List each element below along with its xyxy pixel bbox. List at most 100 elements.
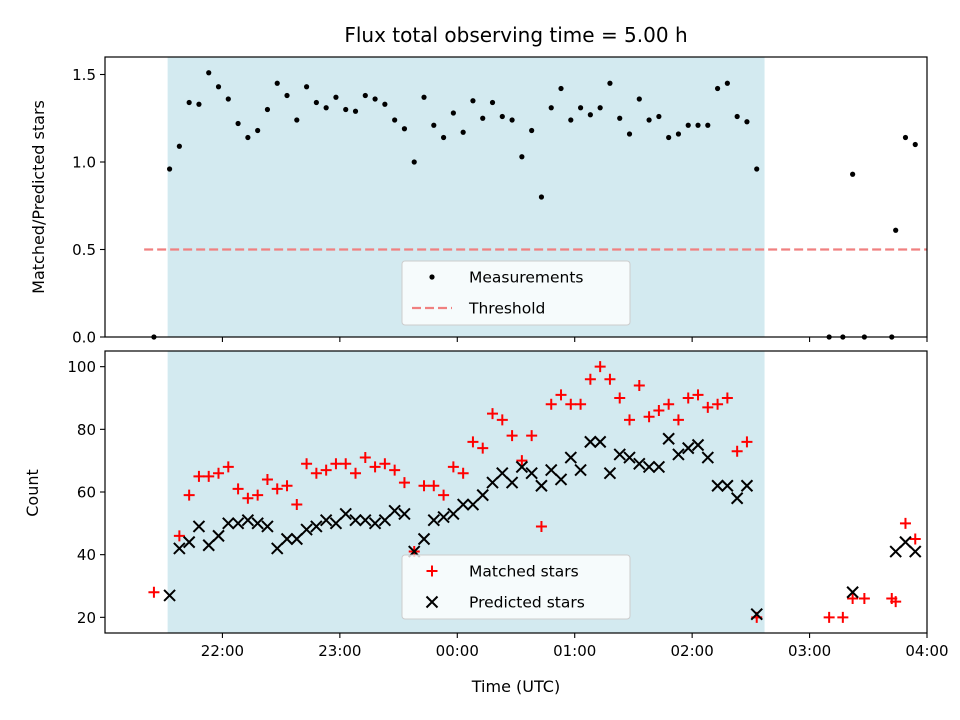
predicted-stars-point	[642, 460, 656, 474]
matched-stars-point	[890, 596, 902, 608]
matched-stars-point	[545, 398, 557, 410]
predicted-stars-point	[427, 513, 441, 527]
predicted-stars-point	[535, 479, 548, 492]
matched-stars-point	[712, 398, 724, 410]
predicted-stars-point	[398, 507, 411, 521]
x-tick-label: 00:00	[436, 642, 479, 660]
top-y-tick-label: 0.0	[72, 329, 96, 347]
predicted-stars-point	[300, 523, 313, 536]
matched-stars-point	[389, 464, 401, 476]
predicted-stars-point	[378, 513, 392, 527]
matched-stars-point	[477, 442, 489, 454]
matched-stars-point	[847, 593, 859, 605]
predicted-stars-point	[456, 498, 470, 511]
predicted-stars-point	[231, 517, 245, 530]
measurements-point	[255, 127, 261, 134]
matched-stars-point	[428, 480, 440, 492]
top-y-tick-label: 0.5	[72, 241, 96, 259]
measurements-point	[568, 117, 574, 123]
predicted-stars-point	[554, 473, 568, 486]
measurements-point	[343, 106, 349, 113]
measurements-point	[558, 85, 564, 92]
measurements-point	[626, 131, 633, 137]
matched-stars-point	[271, 483, 283, 495]
matched-stars-point	[604, 373, 616, 385]
predicted-stars-point	[623, 451, 636, 464]
matched-stars-point	[496, 414, 508, 426]
bottom-y-tick-label: 20	[77, 609, 96, 627]
matched-stars-point	[350, 467, 362, 479]
matched-stars-point	[379, 458, 391, 470]
top-y-tick-label: 1.0	[72, 154, 96, 172]
matched-stars-point	[261, 473, 273, 485]
x-axis-label: Time (UTC)	[471, 677, 560, 696]
measurements-point	[215, 84, 222, 90]
measurements-point	[912, 141, 918, 148]
measurements-point	[401, 126, 408, 132]
matched-stars-point	[823, 611, 835, 623]
bottom-y-tick-label: 60	[77, 484, 96, 502]
predicted-stars-point	[909, 545, 922, 558]
predicted-stars-point	[310, 520, 323, 533]
measurements-point	[754, 166, 760, 172]
measurements-point	[460, 129, 466, 135]
top-y-axis-label: Matched/Predicted stars	[29, 100, 48, 294]
predicted-stars-point	[447, 507, 460, 521]
measurements-point	[480, 115, 486, 121]
predicted-stars-point	[251, 517, 264, 530]
predicted-stars-point	[899, 535, 912, 549]
matched-stars-point	[330, 458, 342, 470]
measurements-point	[206, 70, 212, 76]
predicted-stars-point	[202, 539, 215, 552]
measurements-point	[186, 99, 192, 106]
predicted-stars-point	[682, 441, 695, 455]
matched-stars-point	[565, 398, 577, 410]
top-y-tick-label: 1.5	[72, 66, 96, 84]
matched-stars-point	[369, 461, 381, 473]
measurements-point	[538, 194, 545, 200]
measurements-point	[450, 110, 456, 116]
top-axes-frame	[104, 56, 928, 338]
matched-stars-point	[487, 408, 499, 420]
predicted-stars-point	[889, 545, 902, 558]
chart-title: Flux total observing time = 5.00 h	[344, 23, 687, 47]
predicted-stars-point	[466, 498, 480, 511]
matched-stars-point	[516, 455, 528, 467]
matched-stars-point	[741, 436, 753, 448]
predicted-stars-point	[368, 517, 382, 530]
predicted-stars-point	[662, 432, 675, 445]
matched-stars-point	[281, 480, 293, 492]
measurements-point	[714, 85, 721, 92]
matched-stars-point	[232, 483, 244, 495]
matched-stars-point	[447, 461, 459, 473]
predicted-stars-point	[359, 513, 372, 527]
measurements-point	[893, 227, 899, 233]
predicted-stars-point	[241, 513, 255, 527]
matched-stars-point	[633, 379, 645, 391]
x-tick-label: 01:00	[553, 642, 596, 660]
measurements-point	[333, 94, 339, 100]
predicted-stars-point	[740, 479, 754, 492]
predicted-stars-point	[329, 517, 343, 530]
predicted-stars-point	[721, 479, 734, 492]
matched-stars-point	[222, 461, 234, 473]
measurements-point	[705, 122, 711, 128]
x-tick-label: 04:00	[905, 642, 948, 660]
matched-stars-point	[148, 586, 160, 598]
top-panel: 0.0 0.5 1.0 1.5 Measurements Threshold	[72, 56, 928, 347]
predicted-stars-point	[730, 492, 744, 505]
measurements-point	[392, 117, 398, 123]
matched-stars-point	[438, 489, 450, 501]
top-legend: Measurements Threshold	[401, 260, 631, 326]
predicted-stars-point	[486, 476, 499, 489]
measurements-point	[362, 92, 368, 99]
matched-stars-point	[837, 611, 849, 623]
matched-stars-point	[643, 411, 655, 423]
legend-marker-x	[425, 595, 439, 609]
matched-stars-point	[614, 392, 626, 404]
bottom-y-tick-label: 100	[67, 358, 96, 376]
matched-stars-point	[858, 593, 870, 605]
predicted-stars-point	[192, 520, 206, 533]
bottom-y-axis-label: Count	[23, 469, 42, 517]
